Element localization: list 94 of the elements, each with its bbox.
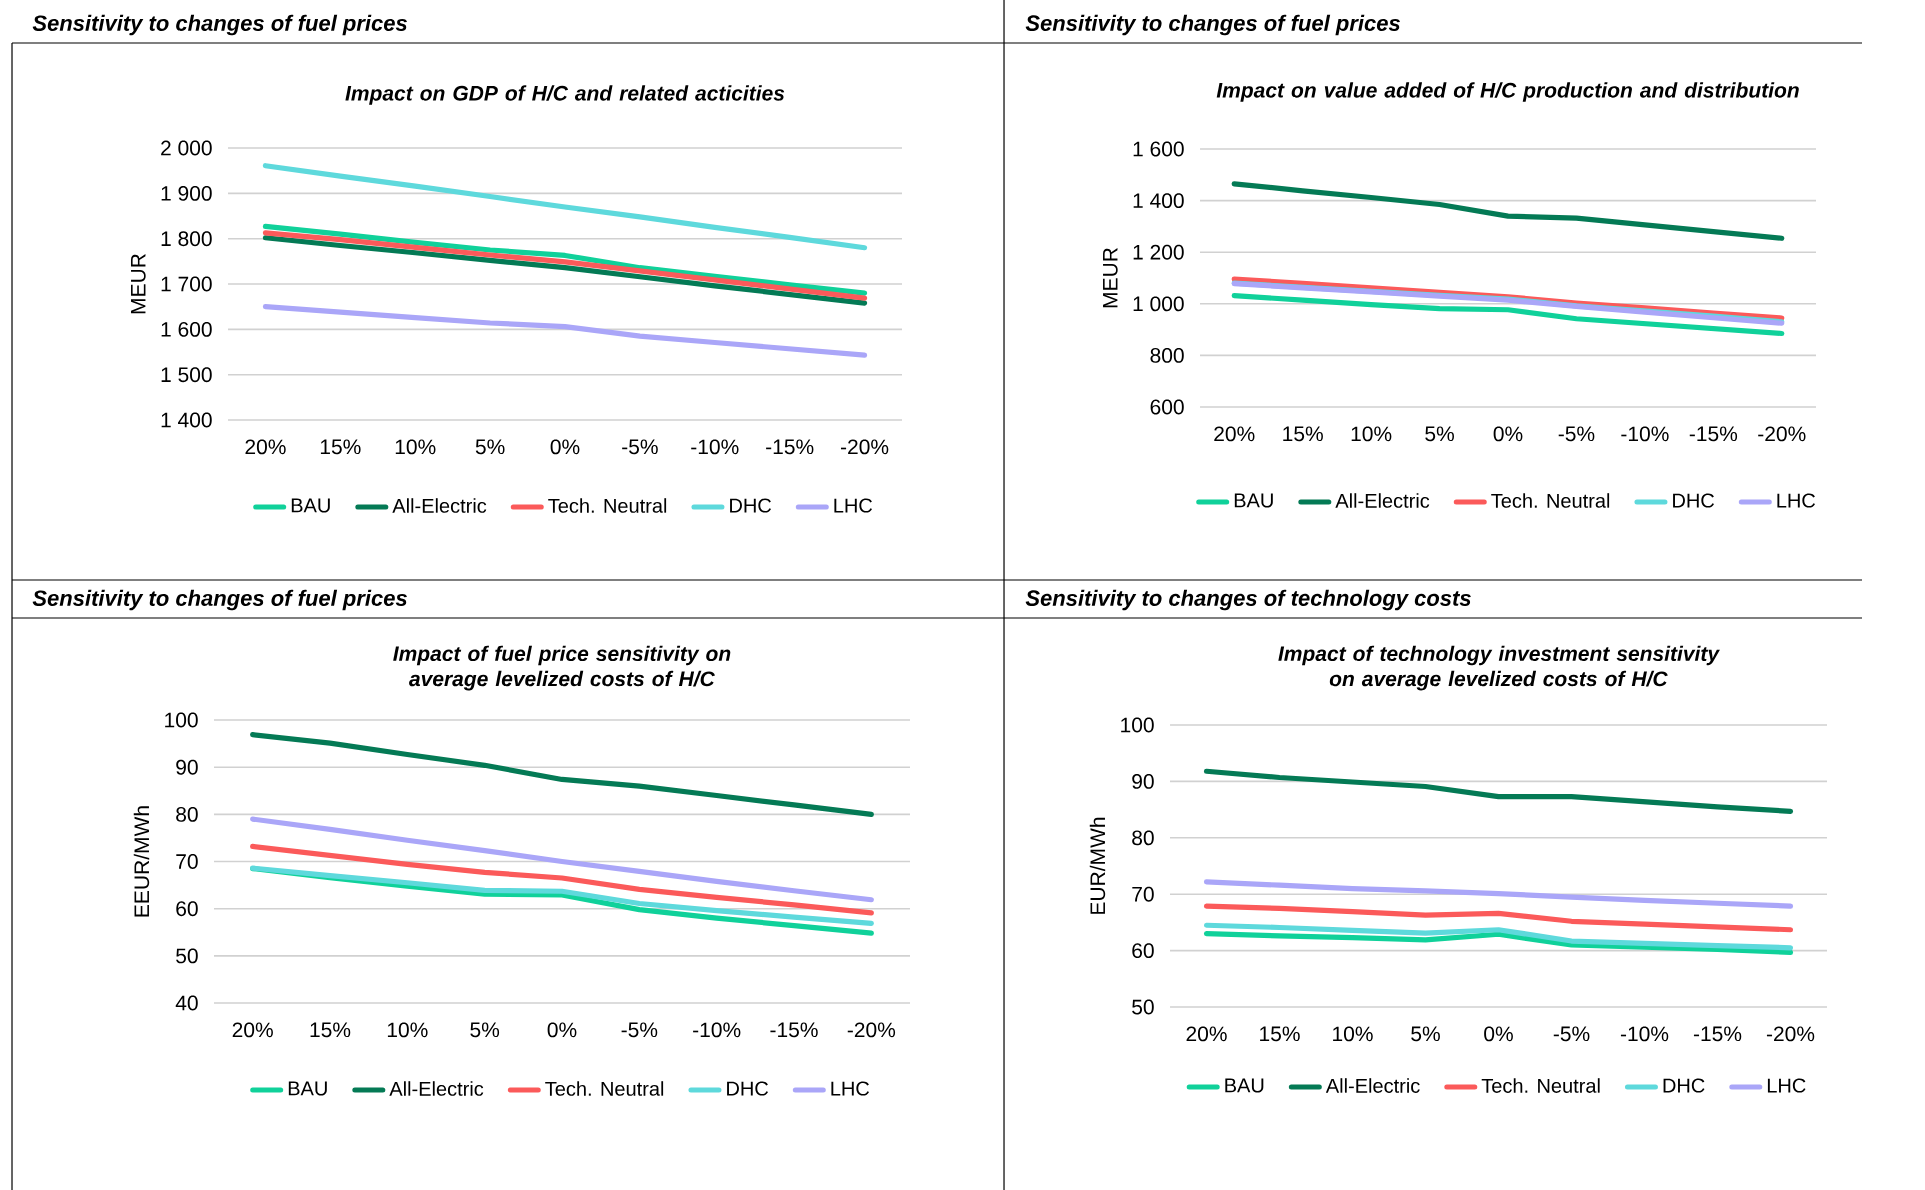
x-tick-label: -20%: [847, 1022, 896, 1038]
y-axis-title: MEUR: [1103, 248, 1118, 308]
y-tick-label: 800: [1150, 347, 1184, 363]
y-tick-label: 1 200: [1133, 244, 1184, 260]
legend-label: DHC: [727, 1081, 769, 1096]
x-tick-label: -15%: [770, 1022, 818, 1038]
x-tick-label: 5%: [1425, 426, 1454, 442]
x-tick-label: -10%: [693, 1022, 741, 1038]
x-tick-label: 0%: [550, 439, 580, 455]
legend-label: All-Electric: [389, 1081, 484, 1096]
y-tick-label: 90: [1132, 774, 1154, 789]
x-tick-label: 5%: [470, 1022, 500, 1038]
x-tick-label: -10%: [1621, 426, 1669, 442]
y-axis-title: MEUR: [131, 254, 146, 314]
x-tick-label: -5%: [1553, 1026, 1590, 1042]
legend-label: All-Electric: [392, 498, 487, 513]
x-tick-label: 20%: [1186, 1026, 1227, 1042]
chart-subtitle: Sensitivity to changes of fuel prices: [32, 14, 407, 36]
y-tick-label: 1 600: [161, 321, 212, 337]
y-tick-label: 90: [176, 759, 198, 775]
y-tick-label: 80: [1132, 830, 1154, 846]
y-tick-label: 1 400: [161, 412, 212, 428]
x-tick-label: 0%: [547, 1022, 577, 1038]
legend-label: All-Electric: [1335, 493, 1430, 508]
x-tick-label: 20%: [232, 1022, 273, 1038]
y-tick-label: 1 700: [161, 276, 212, 292]
chart-subtitle: Sensitivity to changes of fuel prices: [1025, 14, 1400, 36]
x-tick-label: 10%: [387, 1022, 428, 1038]
y-tick-label: 1 000: [1133, 296, 1184, 312]
legend-label: Tech. Neutral: [545, 1081, 664, 1096]
y-tick-label: 80: [176, 806, 198, 822]
chart-title: Impact on value added of H/C production and distribution: [1216, 82, 1799, 102]
y-tick-label: 70: [176, 854, 198, 869]
chart-title: Impact of fuel price sensitivity on average levelized costs of H/C: [393, 645, 731, 691]
legend-label: Tech. Neutral: [548, 498, 667, 513]
y-tick-label: 50: [176, 948, 198, 964]
y-tick-label: 100: [1121, 717, 1154, 733]
x-tick-label: 5%: [1411, 1026, 1440, 1042]
x-tick-label: 15%: [320, 439, 361, 455]
y-tick-label: 60: [1132, 943, 1154, 959]
y-tick-label: 40: [175, 995, 198, 1011]
y-tick-label: 1 400: [1133, 193, 1184, 209]
x-tick-label: -15%: [1689, 426, 1738, 442]
chart-subtitle: Sensitivity to changes of fuel prices: [32, 589, 407, 611]
chart-subtitle: Sensitivity to changes of technology costs: [1025, 589, 1471, 611]
x-tick-label: -20%: [1758, 426, 1806, 442]
legend-label: All-Electric: [1325, 1078, 1420, 1093]
x-tick-label: 15%: [310, 1022, 351, 1038]
x-tick-label: -5%: [622, 439, 658, 455]
x-tick-label: 0%: [1493, 426, 1523, 442]
y-tick-label: 1 500: [161, 367, 212, 383]
x-tick-label: 20%: [1214, 426, 1255, 442]
x-tick-label: -5%: [1558, 426, 1595, 442]
y-tick-label: 600: [1150, 399, 1184, 415]
x-tick-label: -5%: [621, 1022, 658, 1038]
x-tick-label: -15%: [1693, 1026, 1742, 1042]
y-tick-label: 100: [165, 712, 198, 728]
x-tick-label: 10%: [395, 439, 436, 455]
legend-label: DHC: [1663, 1078, 1705, 1093]
legend-label: Tech. Neutral: [1481, 1078, 1600, 1093]
x-tick-label: 10%: [1333, 1026, 1373, 1042]
x-tick-label: -20%: [1766, 1026, 1815, 1042]
y-tick-label: 1 600: [1133, 141, 1184, 157]
x-tick-label: 5%: [475, 439, 505, 455]
legend-label: LHC: [834, 498, 873, 513]
y-tick-label: 70: [1132, 886, 1154, 902]
y-tick-label: 1 800: [161, 231, 212, 247]
legend-label: DHC: [1673, 493, 1715, 508]
x-tick-label: -15%: [766, 439, 814, 455]
x-tick-label: 20%: [245, 439, 286, 455]
y-tick-label: 50: [1132, 999, 1154, 1015]
x-tick-label: -10%: [1620, 1026, 1669, 1042]
y-tick-label: 60: [176, 901, 198, 917]
x-tick-label: 0%: [1484, 1026, 1513, 1042]
legend-label: LHC: [1777, 493, 1816, 508]
y-tick-label: 2 000: [161, 140, 212, 156]
legend-label: Tech. Neutral: [1491, 493, 1610, 508]
y-axis-title: EUR/MWh: [1089, 817, 1106, 914]
x-tick-label: -20%: [840, 439, 889, 455]
legend-label: DHC: [730, 498, 772, 513]
legend-label: BAU: [1234, 493, 1273, 508]
chart-title: Impact of technology investment sensitivity on average levelized costs of H/C: [1278, 645, 1720, 691]
x-tick-label: 15%: [1283, 426, 1323, 442]
legend-label: LHC: [831, 1081, 870, 1096]
x-tick-label: 15%: [1260, 1026, 1300, 1042]
legend-label: BAU: [291, 498, 330, 513]
x-tick-label: -10%: [691, 439, 739, 455]
legend-label: BAU: [288, 1081, 327, 1096]
chart-title: Impact on GDP of H/C and related acticities: [345, 85, 785, 105]
legend-label: LHC: [1767, 1078, 1806, 1093]
y-tick-label: 1 900: [161, 185, 212, 201]
y-axis-title: EEUR/MWh: [133, 806, 150, 917]
x-tick-label: 10%: [1351, 426, 1392, 442]
legend-label: BAU: [1225, 1078, 1264, 1093]
